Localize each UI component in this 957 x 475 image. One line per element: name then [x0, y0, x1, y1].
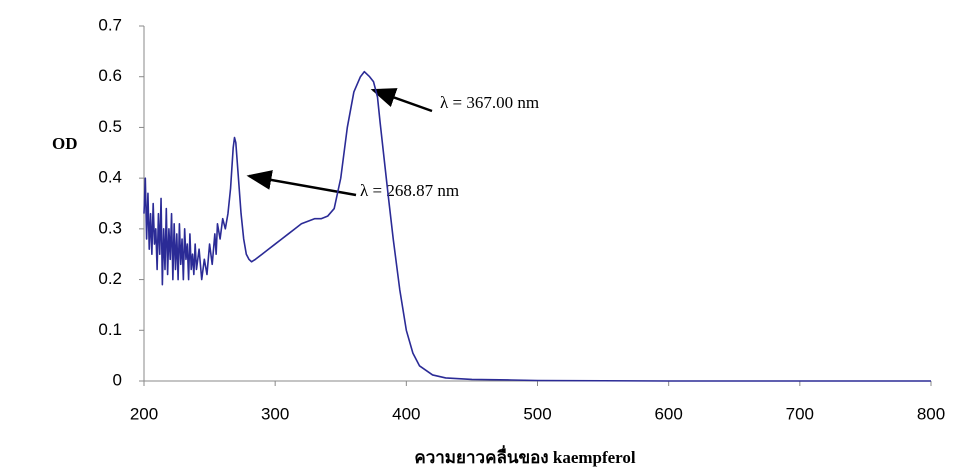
x-axis-label: ความยาวคลื่นของ kaempferol [414, 445, 636, 467]
y-tick-label: 0 [113, 370, 122, 389]
x-tick-label: 200 [130, 404, 158, 423]
y-tick-label: 0.1 [98, 320, 122, 339]
x-tick-label: 700 [786, 404, 814, 423]
arrow [373, 90, 432, 111]
page: OD ความยาวคลื่นของ kaempferol λ = 367.00… [0, 0, 957, 475]
x-tick-label: 400 [392, 404, 420, 423]
y-tick-label: 0.2 [98, 269, 122, 288]
chart: OD ความยาวคลื่นของ kaempferol λ = 367.00… [0, 0, 957, 475]
x-tick-label: 300 [261, 404, 289, 423]
data-line [144, 72, 931, 381]
y-tick-label: 0.3 [98, 218, 122, 237]
y-tick-label: 0.6 [98, 66, 122, 85]
x-tick-label: 500 [523, 404, 551, 423]
y-axis-label: OD [52, 134, 78, 153]
annotation: λ = 367.00 nm [440, 93, 539, 112]
x-tick-label: 800 [917, 404, 945, 423]
annotation: λ = 268.87 nm [360, 181, 459, 200]
y-tick-label: 0.7 [98, 15, 122, 34]
x-tick-label: 600 [654, 404, 682, 423]
y-tick-label: 0.4 [98, 168, 122, 187]
y-tick-label: 0.5 [98, 117, 122, 136]
